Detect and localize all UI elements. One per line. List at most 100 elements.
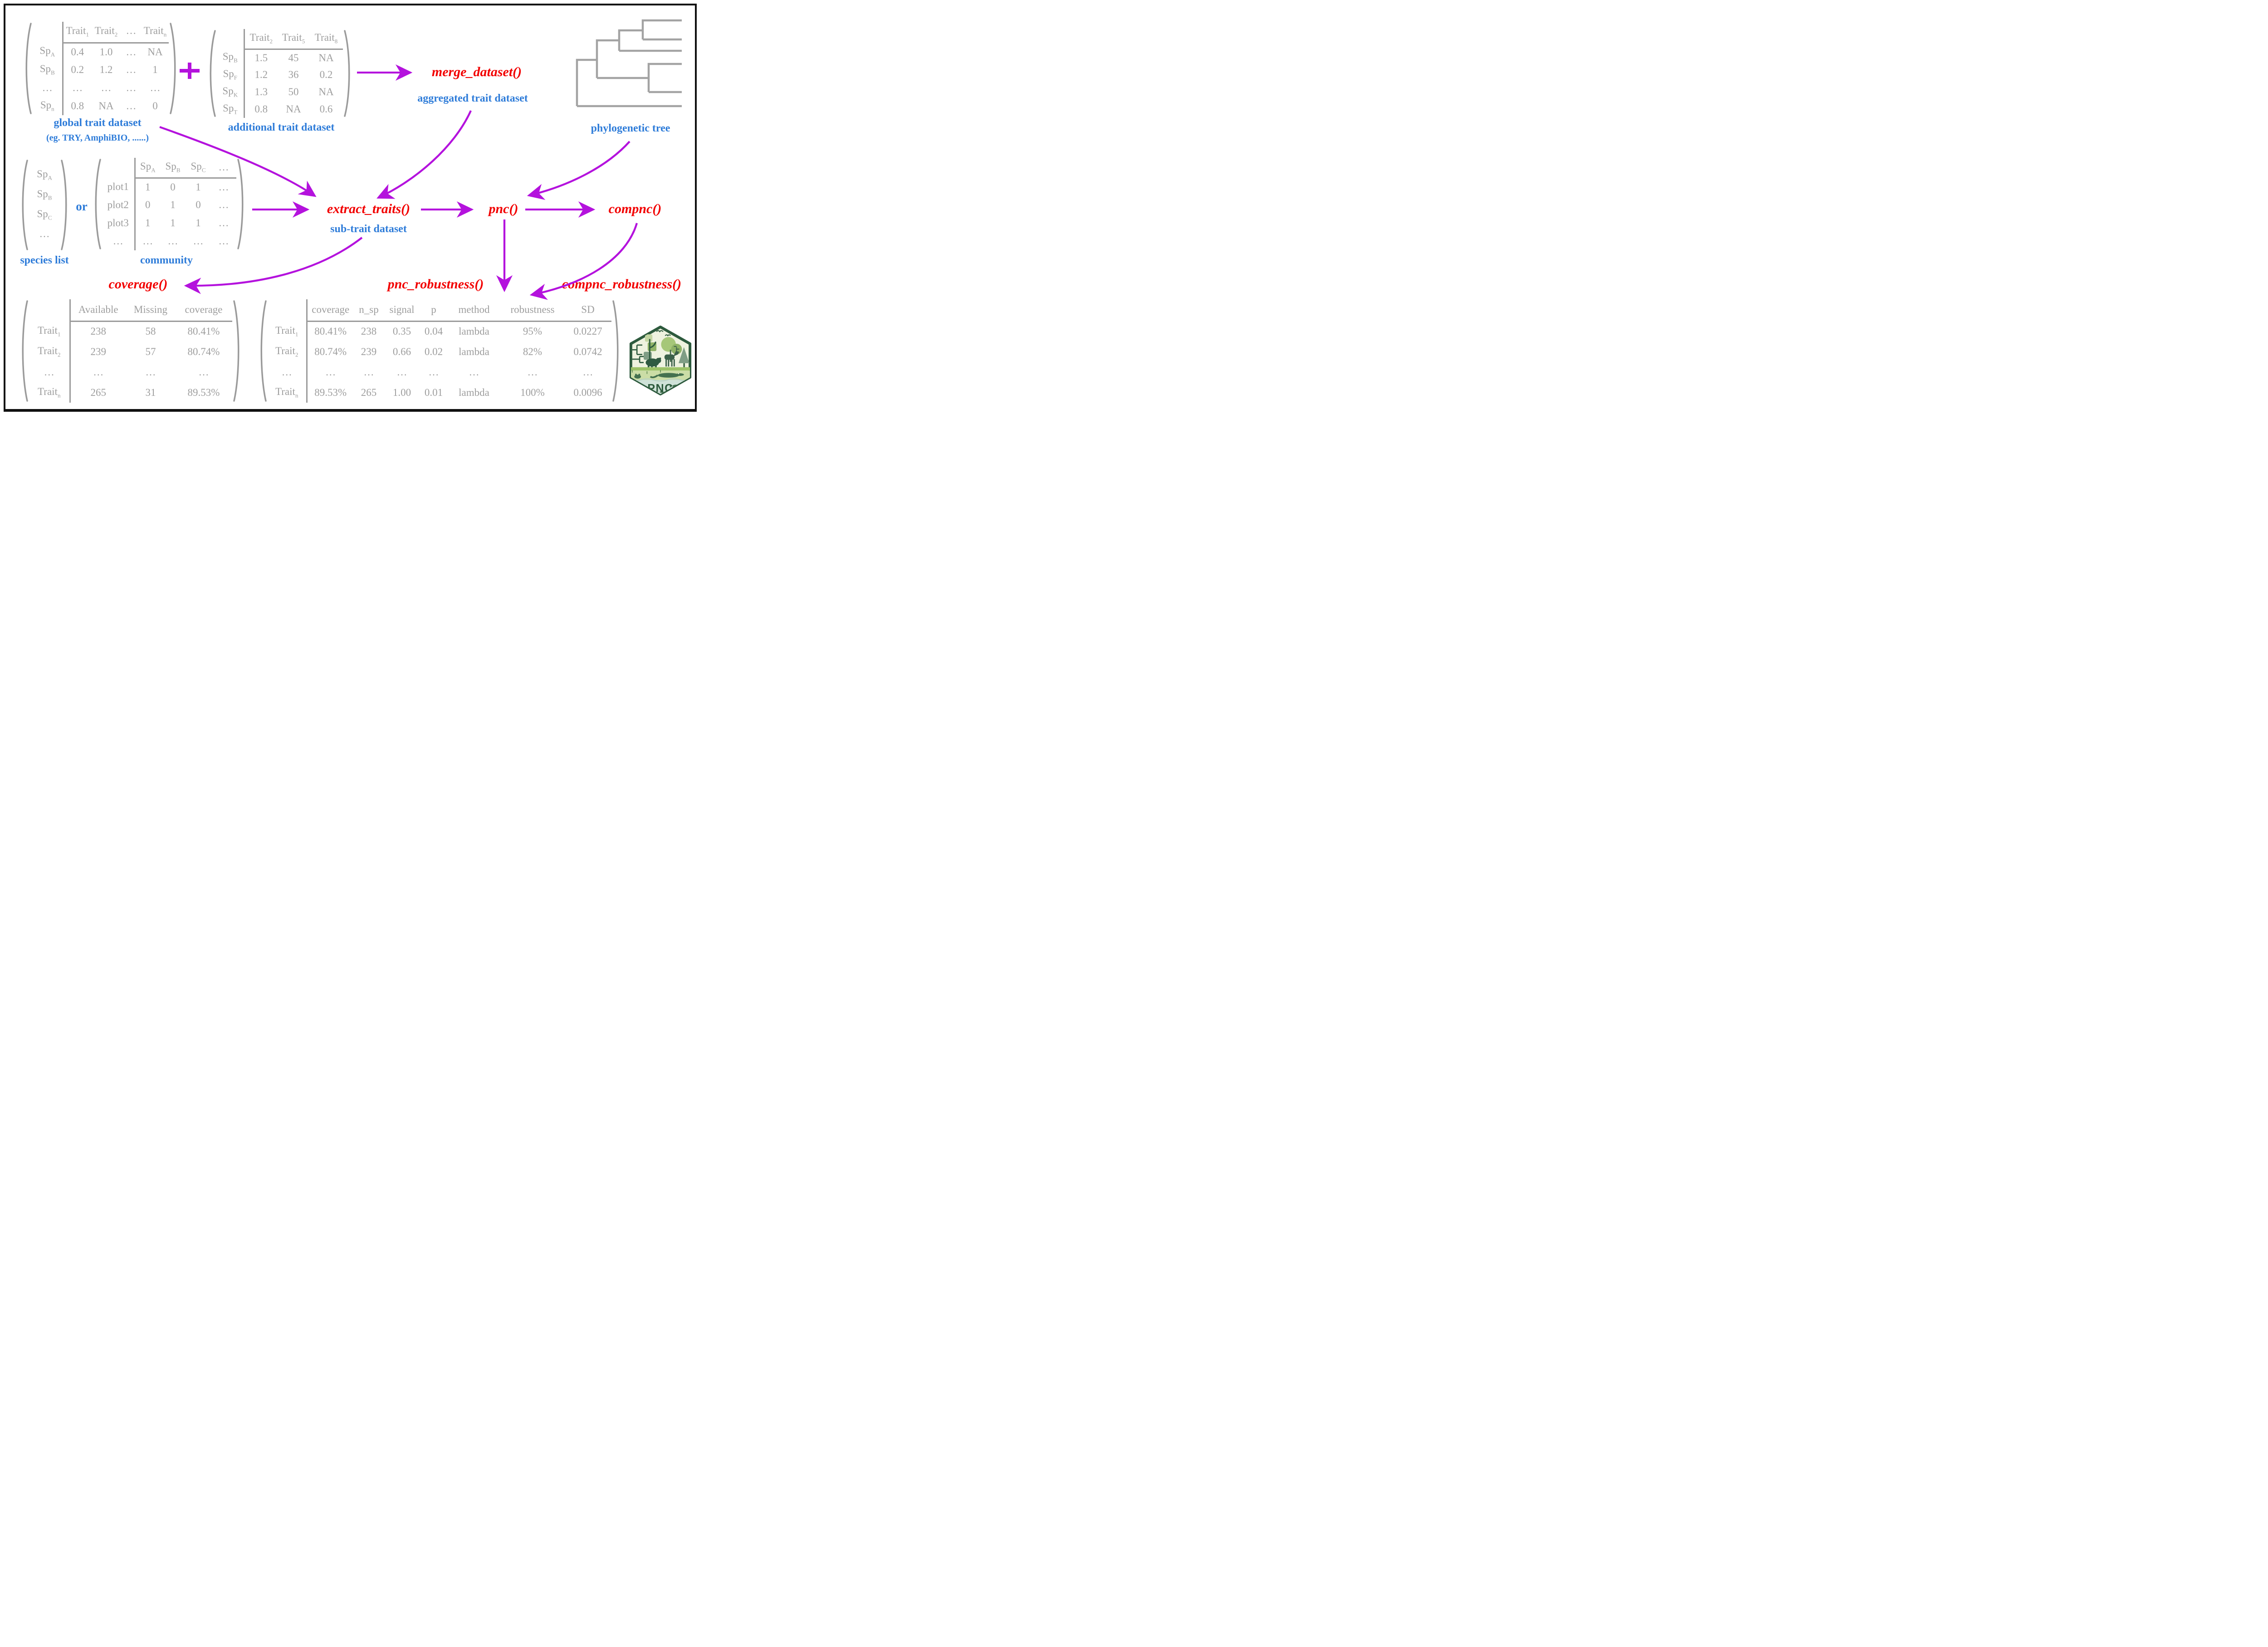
col-header: SpA (135, 158, 160, 179)
pnc-function: pnc() (489, 201, 518, 216)
right-paren-icon (612, 300, 619, 402)
cell: 80.74% (187, 346, 220, 357)
row-label: Traitn (29, 382, 71, 403)
cell: 0.02 (424, 346, 443, 357)
cell: … (363, 366, 374, 378)
col-header: Trait2 (92, 22, 121, 44)
col-header: Missing (126, 299, 175, 322)
cell: 0.4 (71, 46, 84, 58)
logo-bear-icon (645, 357, 661, 368)
cell: 89.53% (314, 386, 347, 398)
global-dataset-sublabel: (eg. TRY, AmphiBIO, ......) (46, 133, 149, 143)
cell: … (218, 235, 229, 247)
list-item: SpA (37, 168, 52, 181)
cell: 1 (196, 217, 201, 229)
cell: 0.2 (71, 64, 84, 75)
cell: 1 (170, 199, 176, 210)
row-label: SpK (217, 83, 245, 101)
cell: … (428, 366, 439, 378)
cell: 1 (196, 181, 201, 193)
right-paren-icon (61, 160, 67, 250)
left-paren-icon (210, 30, 216, 117)
cell: 0.2 (319, 69, 333, 80)
or-label: or (76, 200, 88, 213)
pnc-result-table: coverage n_sp signal p method robustness… (258, 299, 621, 403)
cell: … (72, 82, 83, 93)
species-list-label: species list (20, 254, 69, 266)
phylogenetic-tree-graphic (576, 19, 682, 107)
row-label: … (33, 79, 64, 97)
cell: 57 (145, 346, 156, 357)
cell: … (126, 82, 137, 93)
cell: 0.35 (392, 326, 411, 337)
cell: 1.5 (254, 52, 268, 63)
global-trait-matrix: Trait1 Trait2 … Traitn SpA 0.4 1.0 … NA SpB… (23, 22, 179, 115)
workflow-diagram: Trait1 Trait2 … Traitn SpA 0.4 1.0 … NA SpB… (0, 0, 701, 414)
corner-cell (217, 29, 245, 49)
cell: 238 (361, 326, 377, 337)
row-label: Trait1 (268, 321, 308, 341)
col-header: … (121, 22, 142, 44)
row-label: … (102, 232, 136, 250)
row-label: Spn (33, 97, 64, 115)
cell: 82% (523, 346, 543, 357)
corner-cell (33, 22, 64, 43)
col-header: SD (564, 299, 611, 322)
cell: … (193, 235, 204, 247)
cell: 58 (145, 326, 156, 337)
cell: 0.04 (424, 326, 443, 337)
coverage-table: Available Missing coverage Trait1 238 58 8… (19, 299, 242, 403)
cell: … (218, 199, 229, 210)
cell: … (150, 82, 161, 93)
row-label: … (29, 362, 71, 382)
row-label: Trait2 (268, 341, 308, 362)
col-header: … (211, 158, 236, 179)
col-header: Trait8 (309, 29, 343, 50)
left-paren-icon (22, 300, 28, 402)
cell: 1.00 (392, 386, 411, 398)
cell: 0 (145, 199, 151, 210)
cell: NA (286, 103, 301, 115)
cell: … (527, 366, 538, 378)
cell: 239 (361, 346, 377, 357)
figure-border (4, 4, 697, 412)
cell: 0 (152, 100, 158, 112)
cell: … (218, 217, 229, 229)
cell: … (93, 366, 104, 378)
cell: 1 (145, 181, 151, 193)
col-header: Trait2 (244, 29, 278, 50)
row-label: plot3 (102, 214, 136, 232)
compnc-function: compnc() (608, 201, 662, 216)
left-paren-icon (25, 23, 32, 114)
row-label: SpF (217, 66, 245, 83)
left-paren-icon (22, 160, 28, 250)
cell: 238 (90, 326, 107, 337)
cell: … (167, 235, 178, 247)
cell: 0.8 (254, 103, 268, 115)
logo-cladogram-icon (632, 344, 644, 363)
cell: … (126, 100, 137, 112)
cell: lambda (459, 386, 489, 398)
compnc-robustness-function: compnc_robustness() (562, 277, 682, 292)
cell: … (469, 366, 479, 378)
cell: … (142, 235, 153, 247)
phylogenetic-tree-label: phylogenetic tree (591, 122, 670, 134)
col-header: coverage (307, 299, 354, 322)
cell: … (396, 366, 407, 378)
corner-cell (102, 158, 136, 178)
cell: … (325, 366, 336, 378)
cell: 0.0742 (573, 346, 602, 357)
row-label: Trait1 (29, 321, 71, 341)
cell: 89.53% (187, 386, 220, 398)
cell: 239 (90, 346, 107, 357)
cell: NA (318, 86, 334, 97)
cell: 100% (520, 386, 545, 398)
logo-birds-icon (656, 330, 671, 337)
cell: 31 (145, 386, 156, 398)
row-label: SpB (33, 61, 64, 79)
cell: 0 (170, 181, 176, 193)
cell: … (101, 82, 112, 93)
cell: NA (147, 46, 163, 58)
plus-icon (180, 63, 200, 79)
pnc-robustness-function: pnc_robustness() (387, 277, 484, 292)
